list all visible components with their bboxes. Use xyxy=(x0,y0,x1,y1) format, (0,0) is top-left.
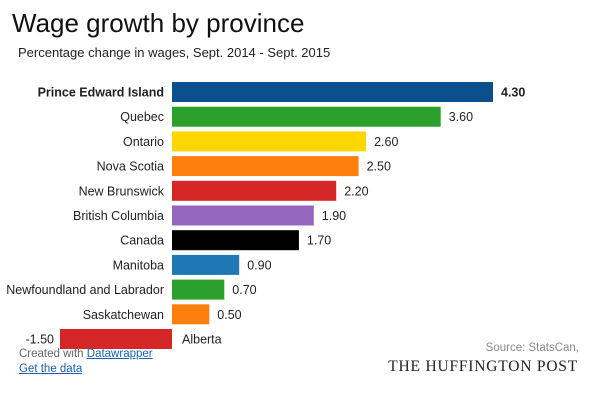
category-label-manitoba: Manitoba xyxy=(113,258,164,272)
value-label-british-columbia: 1.90 xyxy=(322,209,346,223)
bar-alberta xyxy=(60,329,172,349)
value-label-alberta: -1.50 xyxy=(26,333,55,347)
value-label-manitoba: 0.90 xyxy=(247,258,271,272)
category-label-british-columbia: British Columbia xyxy=(73,209,164,223)
value-label-prince-edward-island: 4.30 xyxy=(501,86,525,100)
chart-title: Wage growth by province xyxy=(12,8,305,38)
bar-prince-edward-island xyxy=(172,82,493,102)
get-data-line: Get the data xyxy=(19,363,82,375)
bar-manitoba xyxy=(172,254,240,275)
bar-ontario xyxy=(172,131,367,152)
value-label-saskatchewan: 0.50 xyxy=(217,308,241,322)
category-label-quebec: Quebec xyxy=(120,110,164,124)
value-label-ontario: 2.60 xyxy=(374,135,398,149)
chart-subtitle: Percentage change in wages, Sept. 2014 -… xyxy=(18,45,331,60)
credit-line: Created with Datawrapper xyxy=(19,348,153,360)
category-label-new-brunswick: New Brunswick xyxy=(79,184,165,198)
credit-prefix: Created with xyxy=(19,348,87,360)
source-note: Source: StatsCan, xyxy=(485,342,579,354)
bar-quebec xyxy=(172,106,441,127)
category-label-ontario: Ontario xyxy=(123,135,164,149)
brand-logo: THE HUFFINGTON POST xyxy=(388,358,578,375)
category-label-nova-scotia: Nova Scotia xyxy=(97,160,164,174)
category-label-prince-edward-island: Prince Edward Island xyxy=(38,86,164,100)
bar-canada xyxy=(172,230,299,251)
bar-nova-scotia xyxy=(172,156,359,177)
value-label-new-brunswick: 2.20 xyxy=(344,184,368,198)
category-label-canada: Canada xyxy=(120,234,164,248)
bar-new-brunswick xyxy=(172,180,337,201)
bar-chart: Prince Edward Island 4.30 Quebec 3.60 Ontari… xyxy=(6,82,525,349)
value-label-newfoundland-and-labrador: 0.70 xyxy=(232,283,256,297)
category-label-saskatchewan: Saskatchewan xyxy=(83,308,164,322)
datawrapper-link[interactable]: Datawrapper xyxy=(86,348,153,360)
value-label-nova-scotia: 2.50 xyxy=(367,160,391,174)
value-label-quebec: 3.60 xyxy=(449,110,473,124)
bar-saskatchewan xyxy=(172,304,210,325)
category-label-alberta: Alberta xyxy=(182,333,222,347)
bar-newfoundland-and-labrador xyxy=(172,279,225,300)
bar-british-columbia xyxy=(172,205,314,226)
category-label-newfoundland-and-labrador: Newfoundland and Labrador xyxy=(6,283,164,297)
value-label-canada: 1.70 xyxy=(307,234,331,248)
get-data-link[interactable]: Get the data xyxy=(19,363,83,375)
